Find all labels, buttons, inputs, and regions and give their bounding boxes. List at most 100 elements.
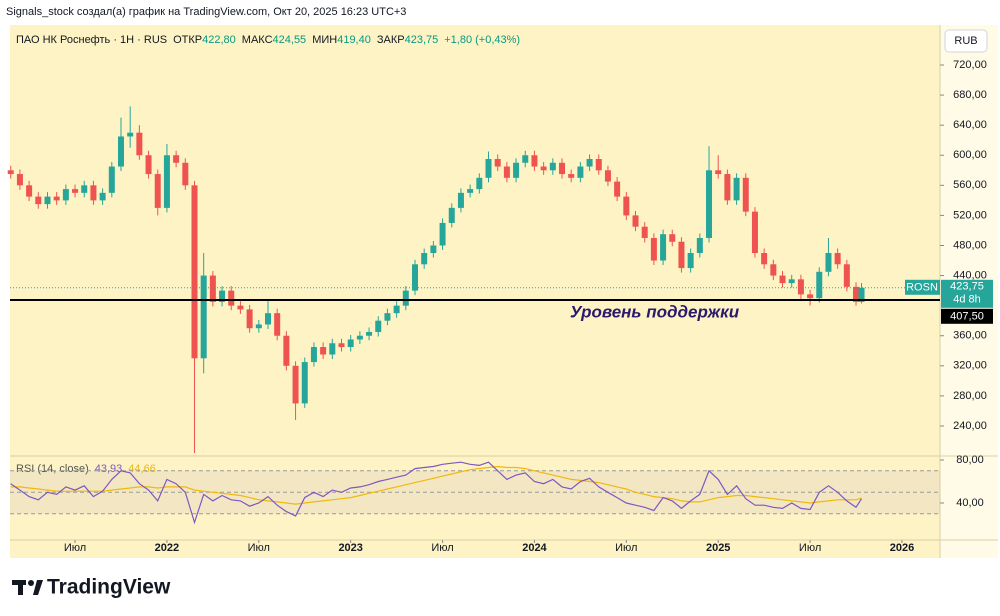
brand-logo <box>12 580 43 595</box>
x-tick-label: 2025 <box>706 542 730 554</box>
candle-body <box>770 264 777 276</box>
x-tick-label: 2022 <box>155 542 179 554</box>
candle-body <box>448 207 455 223</box>
rsi-line <box>10 461 863 525</box>
x-tick-label: 2026 <box>890 542 914 554</box>
candle-body <box>513 162 520 178</box>
rsi-title: RSI (14, close) <box>16 463 89 475</box>
symbol-legend: ПАО НК Роснефть · 1H · RUS ОТКР422,80 МАКС… <box>16 34 520 46</box>
candle-body <box>430 245 437 254</box>
candle-body <box>696 237 703 254</box>
candle-body <box>751 211 758 254</box>
candle-body <box>228 290 235 306</box>
currency-label[interactable]: RUB <box>954 35 977 47</box>
candle-body <box>384 313 391 321</box>
candle-body <box>623 196 630 216</box>
candle-body <box>522 155 529 163</box>
high-value: 424,55 <box>273 34 307 46</box>
candle-body <box>540 166 547 171</box>
y-tick-label: 600,00 <box>953 149 987 161</box>
candle-body <box>16 174 23 186</box>
candle-body <box>402 290 409 306</box>
candle-body <box>301 362 308 404</box>
support-price-label: 407,50 <box>950 311 984 323</box>
candle-body <box>858 287 865 302</box>
candle-body <box>108 166 115 193</box>
logo-stem <box>18 580 23 595</box>
candle-body <box>706 170 713 238</box>
candle-body <box>503 166 510 178</box>
candle-body <box>660 234 667 261</box>
candle-body <box>669 234 676 242</box>
candle-body <box>807 294 814 299</box>
candle-body <box>834 253 841 265</box>
y-tick-label: 240,00 <box>953 420 987 432</box>
x-tick-label: Июл <box>248 542 270 554</box>
candle-body <box>761 253 768 265</box>
rsi-legend: RSI (14, close) 43,93 44,66 <box>16 463 156 475</box>
candle-body <box>127 132 134 137</box>
candle-body <box>632 215 639 227</box>
candle-body <box>219 290 226 302</box>
candle-body <box>356 335 363 340</box>
candle-body <box>255 324 262 329</box>
candle-body <box>7 170 14 175</box>
candle-body <box>163 155 170 208</box>
low-label: МИН <box>312 34 337 46</box>
support-price-box <box>941 308 993 324</box>
candle-body <box>577 166 584 178</box>
candle-body <box>457 192 464 208</box>
candle-body <box>779 275 786 284</box>
candle-body <box>687 253 694 269</box>
candle-body <box>467 189 474 193</box>
y-tick-label: 360,00 <box>953 330 987 342</box>
candle-body <box>595 159 602 171</box>
candle-body <box>733 177 740 201</box>
candle-body <box>476 177 483 190</box>
candle-body <box>26 185 33 197</box>
ticker-box <box>905 279 940 295</box>
candle-body <box>412 264 419 291</box>
x-tick-label: 2023 <box>338 542 362 554</box>
last-price-label: 423,75 <box>950 281 984 293</box>
candle-body <box>329 343 336 355</box>
x-tick-label: Июл <box>615 542 637 554</box>
candle-body <box>531 155 538 167</box>
y-tick-label: 640,00 <box>953 119 987 131</box>
y-tick-label: 40,00 <box>956 497 984 509</box>
y-tick-label: 80,00 <box>956 454 984 466</box>
countdown-label: 4d 8h <box>953 294 981 306</box>
candle-body <box>182 162 189 186</box>
candles <box>7 106 865 454</box>
candle-body <box>145 155 152 175</box>
support-annotation: Уровень поддержки <box>570 302 740 321</box>
candle-body <box>62 189 69 201</box>
candle-body <box>439 222 446 246</box>
candle-body <box>797 279 804 295</box>
currency-button[interactable] <box>944 29 988 53</box>
candle-body <box>494 159 501 167</box>
rsi-value: 43,93 <box>95 463 123 475</box>
candle-body <box>310 347 317 363</box>
candle-body <box>246 309 253 329</box>
open-label: ОТКР <box>173 34 202 46</box>
close-value: 423,75 <box>405 34 439 46</box>
candle-body <box>485 159 492 178</box>
x-tick-label: Июл <box>431 542 453 554</box>
symbol: ПАО НК Роснефть · 1H · RUS <box>16 34 167 46</box>
candle-body <box>81 185 88 193</box>
last-price-box <box>941 279 993 308</box>
y-tick-label: 480,00 <box>953 239 987 251</box>
candle-body <box>816 271 823 299</box>
candle-body <box>347 339 354 348</box>
candle-body <box>853 286 860 302</box>
candle-body <box>320 347 327 355</box>
candle-body <box>366 331 373 336</box>
candle-body <box>724 174 731 201</box>
low-value: 419,40 <box>337 34 371 46</box>
candle-body <box>264 313 271 325</box>
candle-body <box>641 226 648 238</box>
rsi-ma-value: 44,66 <box>128 463 156 475</box>
